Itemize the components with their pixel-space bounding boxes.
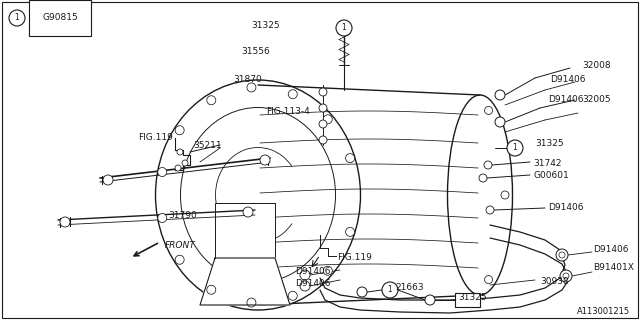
Circle shape — [501, 191, 509, 199]
Text: G00601: G00601 — [533, 172, 569, 180]
Circle shape — [207, 96, 216, 105]
Circle shape — [247, 83, 256, 92]
Text: 1: 1 — [513, 143, 517, 153]
Text: FRONT: FRONT — [165, 241, 196, 250]
Circle shape — [486, 206, 494, 214]
Circle shape — [319, 88, 327, 96]
Text: 31325: 31325 — [252, 20, 280, 29]
Circle shape — [479, 174, 487, 182]
Circle shape — [346, 228, 355, 236]
Text: G90815: G90815 — [42, 13, 78, 22]
Circle shape — [357, 287, 367, 297]
Circle shape — [319, 136, 327, 144]
Circle shape — [243, 207, 253, 217]
Text: 31870: 31870 — [233, 76, 262, 84]
Circle shape — [560, 270, 572, 282]
Circle shape — [563, 273, 569, 279]
Circle shape — [175, 126, 184, 135]
Polygon shape — [200, 258, 290, 305]
Circle shape — [346, 154, 355, 163]
Text: 31325: 31325 — [458, 292, 486, 301]
Ellipse shape — [156, 80, 360, 310]
Circle shape — [495, 90, 505, 100]
Text: 1: 1 — [342, 23, 346, 33]
Circle shape — [382, 282, 398, 298]
Circle shape — [484, 107, 493, 115]
Text: D91406: D91406 — [550, 76, 586, 84]
Circle shape — [60, 217, 70, 227]
Circle shape — [175, 165, 181, 171]
Circle shape — [157, 213, 167, 222]
Circle shape — [157, 168, 167, 177]
Text: FIG.113-4: FIG.113-4 — [266, 108, 310, 116]
Text: 35211: 35211 — [193, 140, 221, 149]
Circle shape — [323, 115, 332, 124]
Text: 30938: 30938 — [540, 277, 569, 286]
Circle shape — [177, 149, 183, 155]
Text: 32005: 32005 — [582, 95, 611, 105]
Text: D91406: D91406 — [548, 95, 584, 105]
Circle shape — [300, 281, 310, 291]
Circle shape — [175, 255, 184, 264]
Text: 1: 1 — [15, 13, 19, 22]
Text: 31742: 31742 — [533, 158, 561, 167]
Circle shape — [559, 252, 565, 258]
Circle shape — [323, 266, 332, 275]
Text: 32008: 32008 — [582, 60, 611, 69]
Circle shape — [495, 117, 505, 127]
Circle shape — [319, 104, 327, 112]
Circle shape — [507, 140, 523, 156]
Text: D91406: D91406 — [593, 245, 628, 254]
Circle shape — [247, 298, 256, 307]
Text: B91401X: B91401X — [593, 263, 634, 273]
Circle shape — [288, 90, 297, 99]
Circle shape — [336, 20, 352, 36]
Ellipse shape — [447, 95, 513, 295]
Text: D91406: D91406 — [548, 203, 584, 212]
Text: FIG.119: FIG.119 — [138, 133, 173, 142]
Circle shape — [207, 285, 216, 294]
Circle shape — [300, 270, 310, 280]
Circle shape — [182, 160, 188, 166]
Circle shape — [319, 120, 327, 128]
Circle shape — [9, 10, 25, 26]
Circle shape — [425, 295, 435, 305]
Text: 31556: 31556 — [241, 47, 270, 57]
Circle shape — [556, 249, 568, 261]
Circle shape — [260, 155, 270, 165]
Text: 21663: 21663 — [395, 283, 424, 292]
Circle shape — [484, 161, 492, 169]
Text: FIG.119: FIG.119 — [337, 253, 372, 262]
Text: 1: 1 — [388, 285, 392, 294]
Circle shape — [288, 291, 297, 300]
Circle shape — [484, 276, 493, 284]
Text: 31325: 31325 — [535, 140, 564, 148]
Text: 31790: 31790 — [168, 211, 196, 220]
FancyBboxPatch shape — [215, 203, 275, 258]
Text: D91406: D91406 — [295, 278, 330, 287]
Text: A113001215: A113001215 — [577, 308, 630, 316]
Bar — [455, 293, 480, 307]
Text: D91406: D91406 — [295, 268, 330, 276]
Circle shape — [103, 175, 113, 185]
